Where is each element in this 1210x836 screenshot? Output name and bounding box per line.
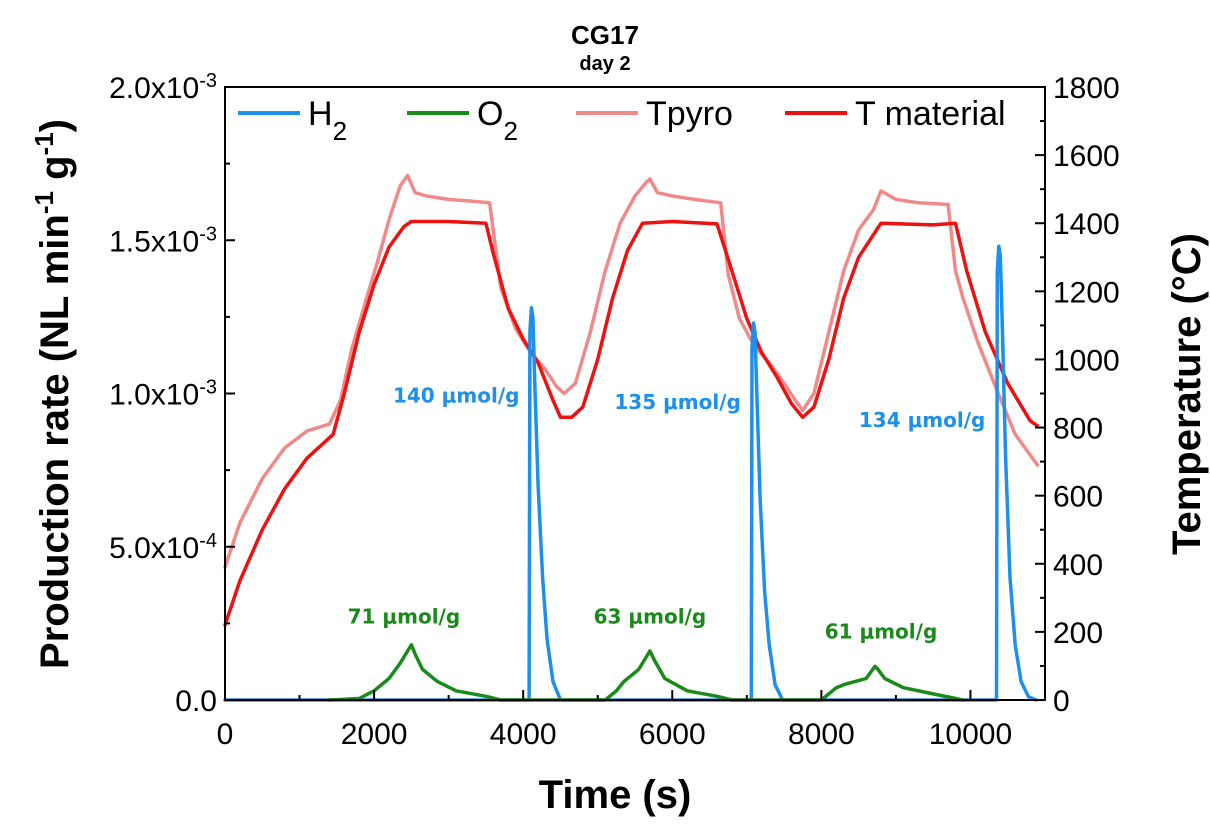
x-axis-title: Time (s) [539, 773, 692, 817]
legend-label-tmat: T material [855, 95, 1006, 133]
y-left-tick-label: 0.0 [175, 685, 217, 718]
yield-annotation: 61 μmol/g [825, 620, 938, 644]
series-group [223, 173, 1040, 702]
y-axis-left-title: Production rate (NL min-1 g-1) [29, 119, 77, 669]
y-left-tick-label: 2.0x10-3 [109, 70, 217, 105]
y-right-tick-label: 1000 [1053, 344, 1120, 377]
y-left-tick-label: 5.0x10-4 [109, 530, 217, 565]
yield-annotation: 135 μmol/g [614, 390, 740, 414]
y-right-tick-label: 1400 [1053, 208, 1120, 241]
legend-label-tpyro: Tpyro [646, 95, 733, 133]
y-axis-left-title-part: -1 [29, 132, 59, 155]
y-left-tick-label: 1.5x10-3 [109, 223, 217, 258]
legend: H2 O2 Tpyro T material [238, 95, 1006, 146]
y-right-tick-label: 400 [1053, 549, 1103, 582]
yield-annotation: 134 μmol/g [859, 408, 985, 432]
series-line-o2 [327, 643, 965, 702]
y-right-tick-label: 1600 [1053, 140, 1120, 173]
y-axis-left-title-part: ) [33, 119, 77, 132]
yield-annotation: 63 μmol/g [594, 604, 707, 628]
yield-annotation: 140 μmol/g [393, 384, 519, 408]
y-axis-left-title-part: g [33, 155, 77, 191]
y-right-tick-label: 600 [1053, 481, 1103, 514]
chart-subtitle: day 2 [579, 53, 630, 75]
y-axis-left-title-part: -1 [29, 191, 59, 214]
y-right-tick-label: 1800 [1053, 72, 1120, 105]
y-left-tick-label: 1.0x10-3 [109, 377, 217, 412]
series-line-tpyro [223, 173, 1040, 569]
x-tick-label: 0 [217, 718, 234, 751]
x-tick-label: 8000 [788, 718, 855, 751]
series-line-h2 [223, 244, 1038, 702]
y-right-tick-label: 0 [1053, 685, 1070, 718]
legend-label-h2: H2 [308, 95, 347, 146]
x-tick-label: 10000 [929, 718, 1012, 751]
y-right-tick-label: 1200 [1053, 276, 1120, 309]
annotations-group: 140 μmol/g 135 μmol/g 134 μmol/g 71 μmol/g 6… [348, 384, 986, 644]
x-tick-label: 2000 [341, 718, 408, 751]
x-tick-label: 4000 [490, 718, 557, 751]
x-tick-label: 6000 [639, 718, 706, 751]
y-axis-right-title: Temperature (°C) [1165, 233, 1209, 555]
y-right-tick-label: 800 [1053, 413, 1103, 446]
ticks-group: 0 2000 4000 6000 8000 100000.05.0x10-41.0x10-… [109, 70, 1120, 751]
chart-title: CG17 [571, 20, 639, 50]
y-right-tick-label: 200 [1053, 617, 1103, 650]
series-line-t-material [223, 219, 1040, 627]
y-axis-left-title-part: Production rate (NL min [33, 214, 77, 669]
legend-label-o2: O2 [477, 95, 518, 146]
yield-annotation: 71 μmol/g [348, 604, 461, 628]
